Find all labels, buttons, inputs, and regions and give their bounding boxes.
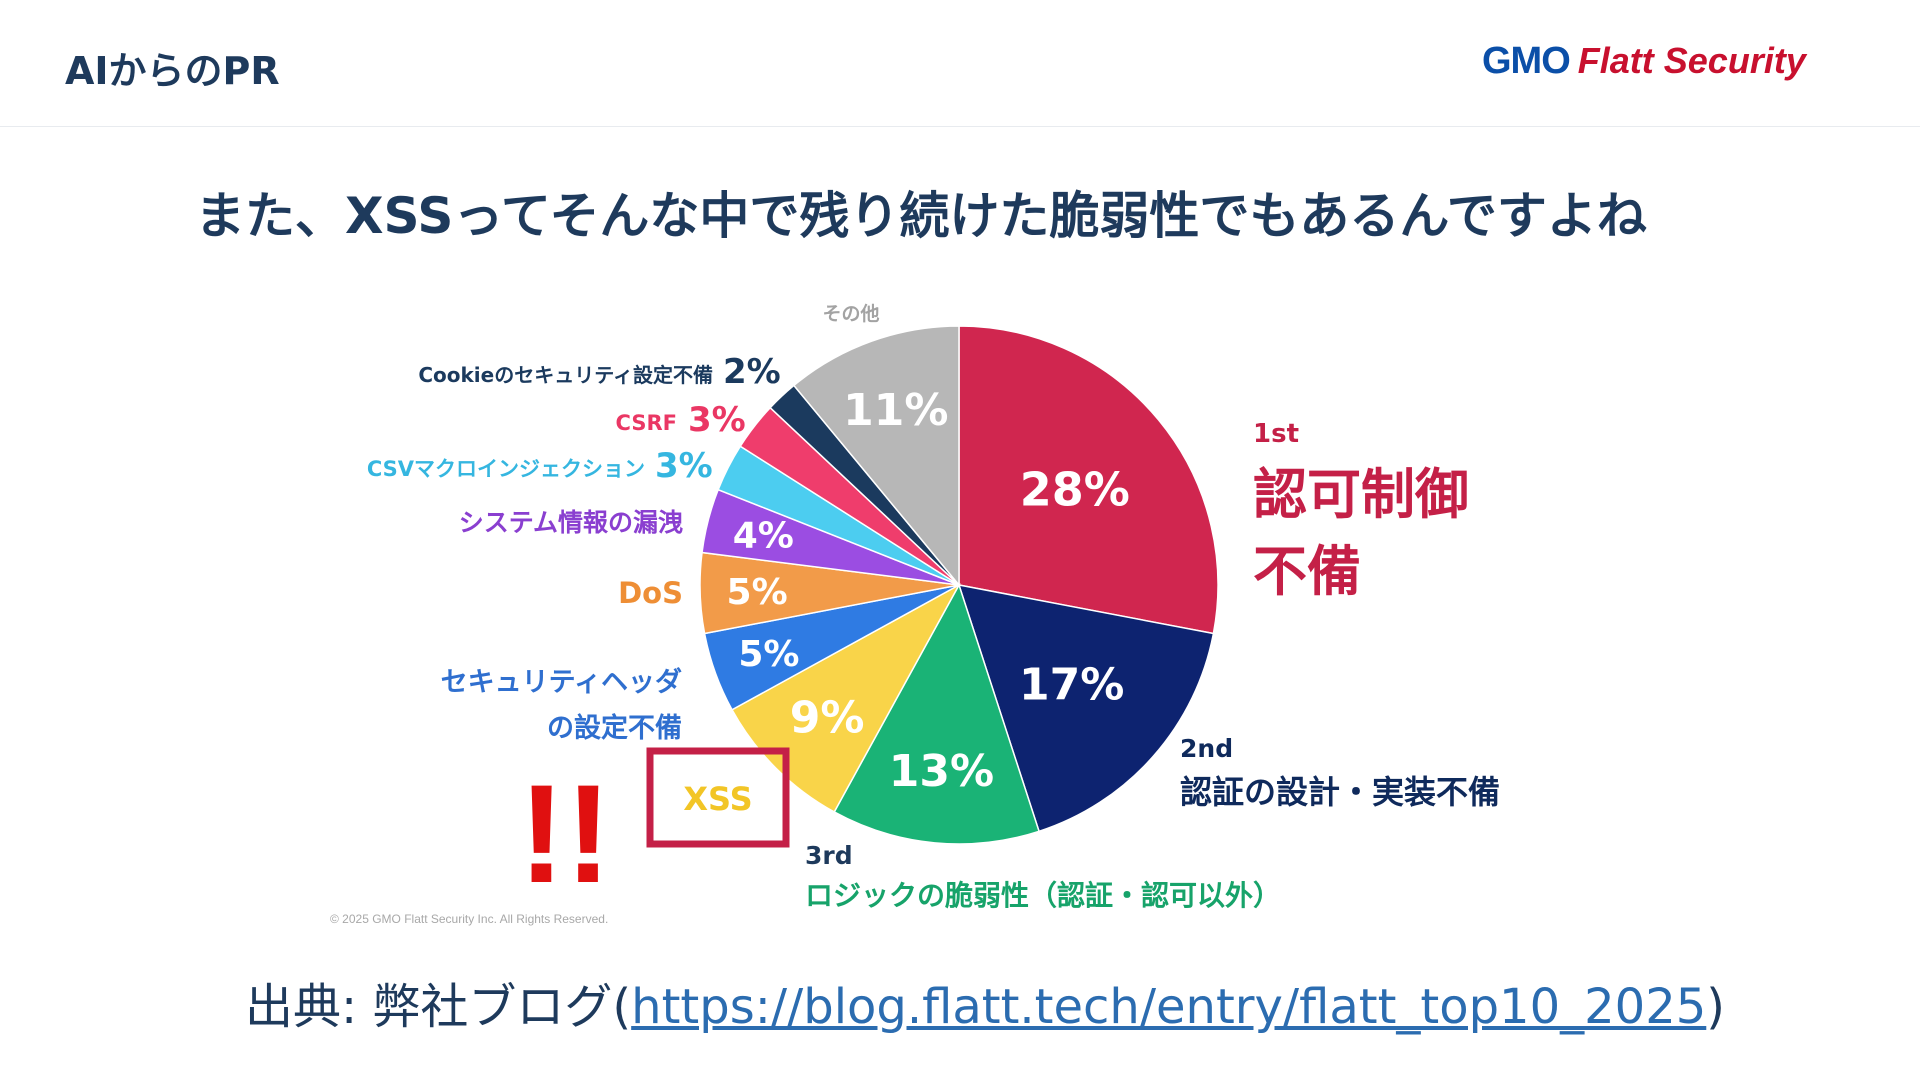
source-suffix: ) [1706, 979, 1726, 1035]
pie-slice-10 [792, 325, 960, 588]
source-link[interactable]: https://blog.flatt.tech/entry/flatt_top1… [631, 979, 1707, 1035]
slice-value-3: 9% [790, 692, 865, 743]
slice-label-4-line2: の設定不備 [547, 712, 682, 744]
xss-highlight-box [646, 747, 790, 848]
slice-label-0-line2: 不備 [1253, 540, 1361, 603]
slice-label-6: システム情報の漏洩 [459, 508, 683, 537]
slice-value-8: 3% [688, 400, 746, 440]
header-title: AIからのPR [65, 49, 280, 93]
slice-value-7: 3% [655, 446, 713, 486]
rank-label-1: 1st [1253, 419, 1299, 449]
slide-headline: また、XSSってそんな中で残り続けた脆弱性でもあるんですよね [195, 187, 1647, 245]
rank-label-2: 2nd [1180, 734, 1233, 763]
slice-label-9: Cookieのセキュリティ設定不備 [418, 363, 713, 387]
pie-slice-0 [958, 325, 1219, 635]
slice-value-1: 17% [1019, 660, 1124, 711]
source-citation: 出典: 弊社ブログ(https://blog.flatt.tech/entry/… [245, 967, 1725, 1037]
slice-value-10: 11% [843, 385, 948, 436]
slice-value-0: 28% [1020, 462, 1130, 516]
slice-label-10: その他 [822, 302, 879, 325]
slice-value-2: 13% [889, 746, 994, 797]
company-logo: GMO Flatt Security [1482, 40, 1806, 83]
slice-label-4-line1: セキュリティヘッダ [441, 666, 682, 698]
slice-value-4: 5% [738, 634, 799, 675]
slice-label-3: XSS [683, 780, 752, 818]
slice-value-9: 2% [723, 352, 781, 392]
chart-copyright: © 2025 GMO Flatt Security Inc. All Right… [330, 912, 608, 926]
slice-label-8: CSRF [616, 411, 677, 435]
exclamation-marks: !! [518, 755, 611, 912]
pie-slice-1 [957, 584, 1215, 833]
source-prefix: 出典: 弊社ブログ( [245, 979, 632, 1035]
logo-flatt-security: Flatt Security [1577, 40, 1806, 81]
logo-gmo: GMO [1482, 40, 1571, 82]
slice-value-5: 5% [727, 572, 788, 613]
slice-label-7: CSVマクロインジェクション [367, 457, 645, 481]
slice-label-1: 認証の設計・実装不備 [1180, 773, 1500, 811]
rank-label-3: 3rd [805, 841, 853, 870]
slice-value-6: 4% [733, 515, 794, 556]
slice-label-2: ロジックの脆弱性（認証・認可以外） [805, 879, 1281, 912]
slice-label-0-line1: 認可制御 [1253, 463, 1469, 526]
header-bar: AIからのPR GMO Flatt Security [0, 0, 1920, 127]
pie-slice-2 [833, 583, 1040, 845]
slice-label-5: DoS [618, 576, 683, 610]
